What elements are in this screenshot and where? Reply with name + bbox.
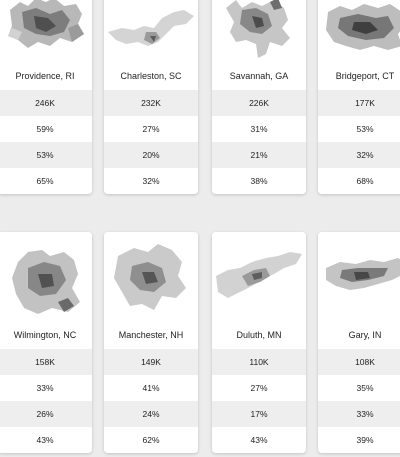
stat-value: 27% — [212, 375, 306, 401]
stat-value: 65% — [0, 168, 92, 194]
stat-population: 110K — [212, 349, 306, 375]
city-card[interactable]: Savannah, GA 226K 31% 21% 38% — [212, 0, 306, 194]
stat-value: 32% — [104, 168, 198, 194]
stat-value: 32% — [318, 142, 400, 168]
stat-value: 27% — [104, 116, 198, 142]
city-name: Charleston, SC — [104, 63, 198, 90]
city-map-icon — [318, 232, 400, 322]
city-name: Savannah, GA — [212, 63, 306, 90]
city-name: Bridgeport, CT — [318, 63, 400, 90]
city-map-icon — [212, 0, 306, 63]
city-map-icon — [318, 0, 400, 63]
city-name: Manchester, NH — [104, 322, 198, 349]
stat-value: 33% — [0, 375, 92, 401]
stat-value: 62% — [104, 427, 198, 453]
city-card[interactable]: Gary, IN 108K 35% 33% 39% — [318, 232, 400, 453]
city-map-icon — [0, 232, 92, 322]
stat-value: 68% — [318, 168, 400, 194]
stat-value: 21% — [212, 142, 306, 168]
stat-value: 53% — [318, 116, 400, 142]
city-map-icon — [0, 0, 92, 63]
stat-value: 33% — [318, 401, 400, 427]
stat-value: 59% — [0, 116, 92, 142]
city-card[interactable]: Bridgeport, CT 177K 53% 32% 68% — [318, 0, 400, 194]
city-name: Wilmington, NC — [0, 322, 92, 349]
city-name: Duluth, MN — [212, 322, 306, 349]
stat-population: 232K — [104, 90, 198, 116]
city-card[interactable]: Duluth, MN 110K 27% 17% 43% — [212, 232, 306, 453]
city-name: Gary, IN — [318, 322, 400, 349]
stat-population: 246K — [0, 90, 92, 116]
city-name: Providence, RI — [0, 63, 92, 90]
stat-value: 35% — [318, 375, 400, 401]
stat-value: 53% — [0, 142, 92, 168]
stat-value: 24% — [104, 401, 198, 427]
stat-value: 43% — [0, 427, 92, 453]
city-card[interactable]: Providence, RI 246K 59% 53% 65% — [0, 0, 92, 194]
city-map-icon — [104, 0, 198, 63]
stat-value: 31% — [212, 116, 306, 142]
city-card[interactable]: Wilmington, NC 158K 33% 26% 43% — [0, 232, 92, 453]
stat-population: 177K — [318, 90, 400, 116]
stat-value: 20% — [104, 142, 198, 168]
stat-population: 226K — [212, 90, 306, 116]
city-map-icon — [212, 232, 306, 322]
stat-population: 108K — [318, 349, 400, 375]
stat-population: 149K — [104, 349, 198, 375]
city-map-icon — [104, 232, 198, 322]
city-card[interactable]: Charleston, SC 232K 27% 20% 32% — [104, 0, 198, 194]
stat-population: 158K — [0, 349, 92, 375]
stat-value: 39% — [318, 427, 400, 453]
stat-value: 26% — [0, 401, 92, 427]
stat-value: 43% — [212, 427, 306, 453]
stat-value: 41% — [104, 375, 198, 401]
city-card[interactable]: Manchester, NH 149K 41% 24% 62% — [104, 232, 198, 453]
stat-value: 17% — [212, 401, 306, 427]
stat-value: 38% — [212, 168, 306, 194]
